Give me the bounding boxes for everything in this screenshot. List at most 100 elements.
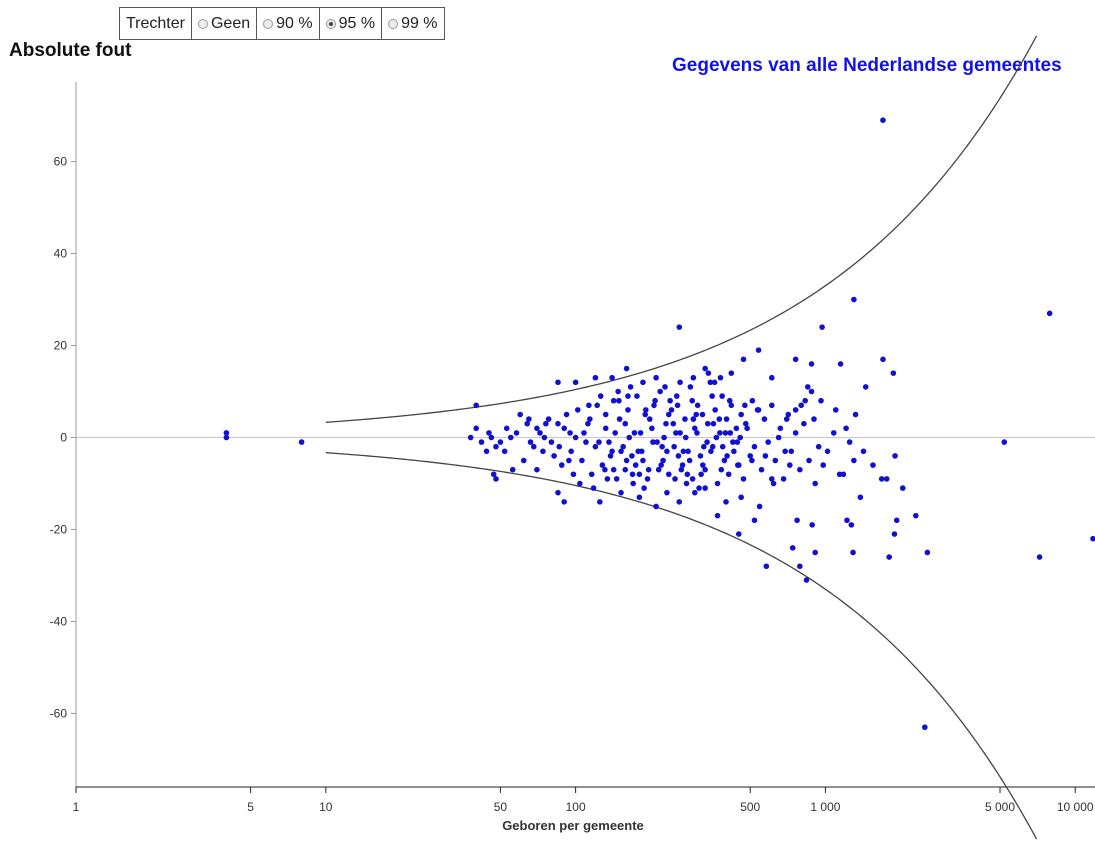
data-point [690, 374, 697, 381]
data-point [635, 448, 641, 455]
data-point [667, 397, 673, 404]
x-tick-label: 500 [740, 800, 760, 814]
radio-option-label: 99 % [401, 14, 438, 32]
data-point [772, 457, 779, 464]
funnel-selector: Trechter Geen 90 % 95 % 99 % [119, 7, 445, 40]
data-point [768, 476, 775, 482]
data-point [718, 466, 725, 473]
data-point [622, 420, 629, 427]
data-point [857, 494, 864, 501]
data-point [676, 324, 683, 330]
data-point [692, 489, 698, 496]
data-point [694, 430, 700, 436]
y-tick-label: 0 [60, 431, 67, 445]
data-point [716, 416, 723, 422]
data-point [596, 439, 602, 445]
x-tick-label: 100 [566, 800, 586, 814]
data-point [702, 466, 708, 473]
y-tick-label: 40 [54, 247, 68, 261]
data-point [662, 384, 668, 390]
data-point [698, 471, 704, 478]
data-point [717, 374, 724, 381]
data-point [738, 494, 744, 501]
data-point [762, 453, 769, 459]
data-points [223, 117, 1095, 731]
data-point [804, 384, 811, 390]
data-point [737, 434, 744, 441]
data-point [615, 388, 621, 395]
x-tick-label: 1 [73, 800, 80, 814]
data-point [684, 471, 691, 478]
y-tick-label: -20 [50, 522, 68, 536]
data-point [497, 439, 504, 445]
data-point [806, 457, 812, 464]
radio-option-label: 95 % [338, 14, 376, 32]
data-point [636, 494, 643, 501]
data-point [1046, 310, 1053, 317]
data-point [548, 439, 555, 445]
data-point [223, 434, 230, 441]
data-point [660, 457, 666, 464]
data-point [697, 453, 704, 459]
radio-option-90[interactable]: 90 % [256, 7, 320, 40]
data-point [612, 430, 618, 436]
data-point [574, 407, 581, 413]
data-point [627, 384, 634, 390]
data-point [644, 476, 651, 482]
data-point [473, 425, 480, 432]
data-point [537, 430, 543, 436]
data-point [566, 457, 572, 464]
data-point [520, 457, 527, 464]
data-point [643, 407, 649, 413]
y-tick-label: -60 [50, 706, 68, 720]
x-axis-title: Geboren per gemeente [502, 818, 644, 833]
y-tick-label: 20 [54, 339, 68, 353]
x-tick-label: 1 000 [810, 800, 840, 814]
data-point [616, 416, 623, 422]
radio-option-geen[interactable]: Geen [190, 7, 258, 40]
data-point [808, 388, 815, 395]
data-point [551, 453, 557, 459]
data-point [625, 407, 631, 413]
data-point [587, 416, 593, 422]
y-tick-label: 60 [54, 155, 68, 169]
data-point [837, 361, 844, 367]
data-point [730, 439, 736, 445]
data-point [756, 503, 763, 510]
data-point [709, 393, 715, 399]
data-point [526, 416, 532, 422]
data-point [721, 457, 728, 464]
data-point [685, 448, 691, 455]
data-point [723, 499, 729, 505]
data-point [893, 517, 900, 524]
radio-option-label: 90 % [276, 14, 313, 32]
data-point [801, 420, 807, 427]
data-point [803, 577, 810, 583]
radio-button-icon [325, 18, 336, 29]
data-point [670, 420, 677, 427]
data-point [851, 296, 857, 303]
data-point [677, 430, 683, 436]
data-point [664, 489, 670, 496]
data-point [661, 434, 667, 441]
data-point [740, 476, 747, 482]
data-point [629, 453, 635, 459]
data-point [862, 384, 869, 390]
data-point [899, 485, 906, 491]
radio-option-99[interactable]: 99 % [381, 7, 445, 40]
data-point [493, 443, 499, 450]
data-point [634, 393, 640, 399]
data-point [1090, 535, 1095, 542]
data-point [690, 416, 697, 422]
data-point [585, 420, 591, 427]
data-point [674, 402, 681, 409]
data-point [568, 448, 574, 455]
data-point [742, 420, 749, 427]
radio-option-label: Geen [210, 14, 251, 32]
data-point [602, 411, 609, 418]
radio-button-icon [263, 18, 274, 29]
data-point [646, 416, 653, 422]
data-point [524, 420, 530, 427]
data-point [659, 443, 665, 450]
